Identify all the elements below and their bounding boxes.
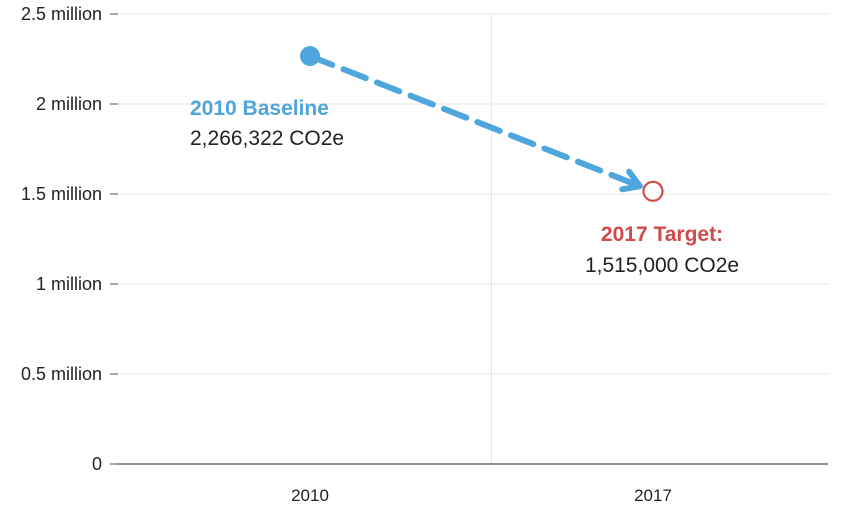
- target-annotation: 2017 Target: 1,515,000 CO2e: [585, 223, 739, 277]
- grid-layer: [118, 13, 828, 464]
- axis-layer: 0 0.5 million 1 million 1.5 million 2 millio…: [21, 4, 828, 505]
- x-tick-label: 2010: [291, 486, 329, 505]
- baseline-annotation: 2010 Baseline 2,266,322 CO2e: [190, 97, 344, 150]
- dashed-arrow-line: [307, 53, 643, 190]
- baseline-annotation-title: 2010 Baseline: [190, 97, 329, 120]
- target-annotation-value: 1,515,000 CO2e: [585, 254, 739, 277]
- baseline-annotation-value: 2,266,322 CO2e: [190, 127, 344, 150]
- x-tick-label: 2017: [634, 486, 672, 505]
- marks-layer: [300, 46, 664, 202]
- baseline-point: [300, 46, 320, 67]
- target-annotation-title: 2017 Target:: [601, 223, 723, 246]
- y-tick-label: 1.5 million: [21, 184, 102, 204]
- arrow-head: [619, 168, 643, 193]
- y-tick-label: 1 million: [36, 274, 102, 294]
- target-point: [642, 180, 664, 202]
- y-tick-label: 2 million: [36, 94, 102, 114]
- y-tick-label: 0.5 million: [21, 364, 102, 384]
- y-tick-label: 2.5 million: [21, 4, 102, 24]
- y-tick-label: 0: [92, 454, 102, 474]
